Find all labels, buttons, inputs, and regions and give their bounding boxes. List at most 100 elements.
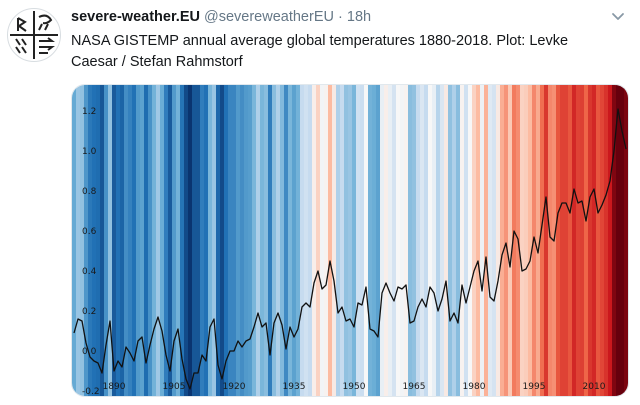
x-tick-label: 1905: [163, 382, 186, 392]
stripe-1998: [544, 85, 549, 396]
stripe-1986: [496, 85, 501, 396]
stripe-1938: [304, 85, 309, 396]
stripe-1928: [264, 85, 269, 396]
stripe-1923: [244, 85, 249, 396]
stripe-1918: [224, 85, 229, 396]
stripe-1974: [448, 85, 453, 396]
stripe-1939: [308, 85, 313, 396]
stripe-1906: [176, 85, 181, 396]
stripe-2006: [576, 85, 581, 396]
stripe-1882: [80, 85, 85, 396]
stripe-1944: [328, 85, 333, 396]
y-tick-label: 1.0: [82, 147, 97, 157]
stripe-1900: [152, 85, 157, 396]
stripe-1999: [548, 85, 553, 396]
stripe-1898: [144, 85, 149, 396]
stripe-1894: [128, 85, 133, 396]
stripe-1980: [472, 85, 477, 396]
stripe-1954: [368, 85, 373, 396]
stripe-1889: [108, 85, 113, 396]
stripe-2017: [620, 85, 625, 396]
stripe-1887: [100, 85, 105, 396]
y-tick-label: 1.2: [82, 107, 96, 117]
stripe-1947: [340, 85, 345, 396]
chevron-down-icon[interactable]: [610, 9, 626, 23]
author-handle[interactable]: @severeweatherEU: [204, 9, 334, 25]
x-tick-label: 1950: [343, 382, 366, 392]
stripe-2010: [592, 85, 597, 396]
stripe-1940: [312, 85, 317, 396]
stripe-1912: [200, 85, 205, 396]
stripe-1909: [188, 85, 193, 396]
stripe-1905: [172, 85, 177, 396]
temperature-series-line: [73, 108, 627, 390]
stripe-1988: [504, 85, 509, 396]
stripe-1958: [384, 85, 389, 396]
stripe-1929: [268, 85, 273, 396]
stripe-1885: [92, 85, 97, 396]
x-tick-label: 2010: [583, 382, 606, 392]
stripe-1899: [148, 85, 153, 396]
stripe-2001: [556, 85, 561, 396]
stripe-1946: [336, 85, 341, 396]
stripe-1965: [412, 85, 417, 396]
stripe-1907: [180, 85, 185, 396]
stripe-1890: [112, 85, 117, 396]
avatar[interactable]: [7, 8, 61, 62]
stripe-1924: [248, 85, 253, 396]
stripe-1942: [320, 85, 325, 396]
stripe-1917: [220, 85, 225, 396]
y-tick-label: 0.0: [82, 347, 97, 357]
tweet-media[interactable]: -0.2 0.0 0.2 0.4 0.6 0.8 1.0 1.2 1890 1905 1920 193…: [71, 84, 629, 397]
stripe-2012: [600, 85, 605, 396]
stripe-1973: [444, 85, 449, 396]
tweet-text: NASA GISTEMP annual average global tempe…: [71, 33, 569, 70]
stripe-1941: [316, 85, 321, 396]
stripe-1933: [284, 85, 289, 396]
x-tick-label: 1935: [283, 382, 306, 392]
stripe-1927: [260, 85, 265, 396]
stripe-1981: [476, 85, 481, 396]
stripe-1896: [136, 85, 141, 396]
stripe-1936: [296, 85, 301, 396]
stripe-1957: [380, 85, 385, 396]
stripe-1984: [488, 85, 493, 396]
stripe-1979: [468, 85, 473, 396]
stripe-1891: [116, 85, 121, 396]
stripe-1925: [252, 85, 257, 396]
author-name[interactable]: severe-weather.EU: [71, 9, 200, 25]
y-tick-label: 0.6: [82, 227, 97, 237]
stripe-1902: [160, 85, 165, 396]
stripe-1990: [512, 85, 517, 396]
stripe-2002: [560, 85, 565, 396]
stripe-1903: [164, 85, 169, 396]
stripe-1892: [120, 85, 125, 396]
stripe-2015: [612, 85, 617, 396]
stripe-2018: [624, 85, 628, 396]
y-tick-label: -0.2: [82, 387, 100, 396]
stripe-1976: [456, 85, 461, 396]
stripe-1880: [72, 85, 77, 396]
tweet-time[interactable]: 18h: [346, 9, 372, 25]
stripe-1952: [360, 85, 365, 396]
stripe-1921: [236, 85, 241, 396]
stripe-1960: [392, 85, 397, 396]
stripe-1908: [184, 85, 189, 396]
warming-stripes-chart: -0.2 0.0 0.2 0.4 0.6 0.8 1.0 1.2 1890 1905 1920 193…: [72, 85, 628, 396]
stripe-2009: [588, 85, 593, 396]
stripe-1949: [348, 85, 353, 396]
stripe-1993: [524, 85, 529, 396]
stripe-1959: [388, 85, 393, 396]
stripe-1985: [492, 85, 497, 396]
y-tick-label: 0.4: [82, 267, 97, 277]
severe-weather-logo-icon: [10, 11, 58, 59]
stripe-2016: [616, 85, 621, 396]
x-tick-label: 1890: [103, 382, 126, 392]
stripe-1893: [124, 85, 129, 396]
stripe-1969: [428, 85, 433, 396]
tweet-header: severe-weather.EU @severeweatherEU · 18h: [71, 9, 616, 25]
stripe-1945: [332, 85, 337, 396]
stripe-1913: [204, 85, 209, 396]
stripe-1951: [356, 85, 361, 396]
stripe-1977: [460, 85, 465, 396]
